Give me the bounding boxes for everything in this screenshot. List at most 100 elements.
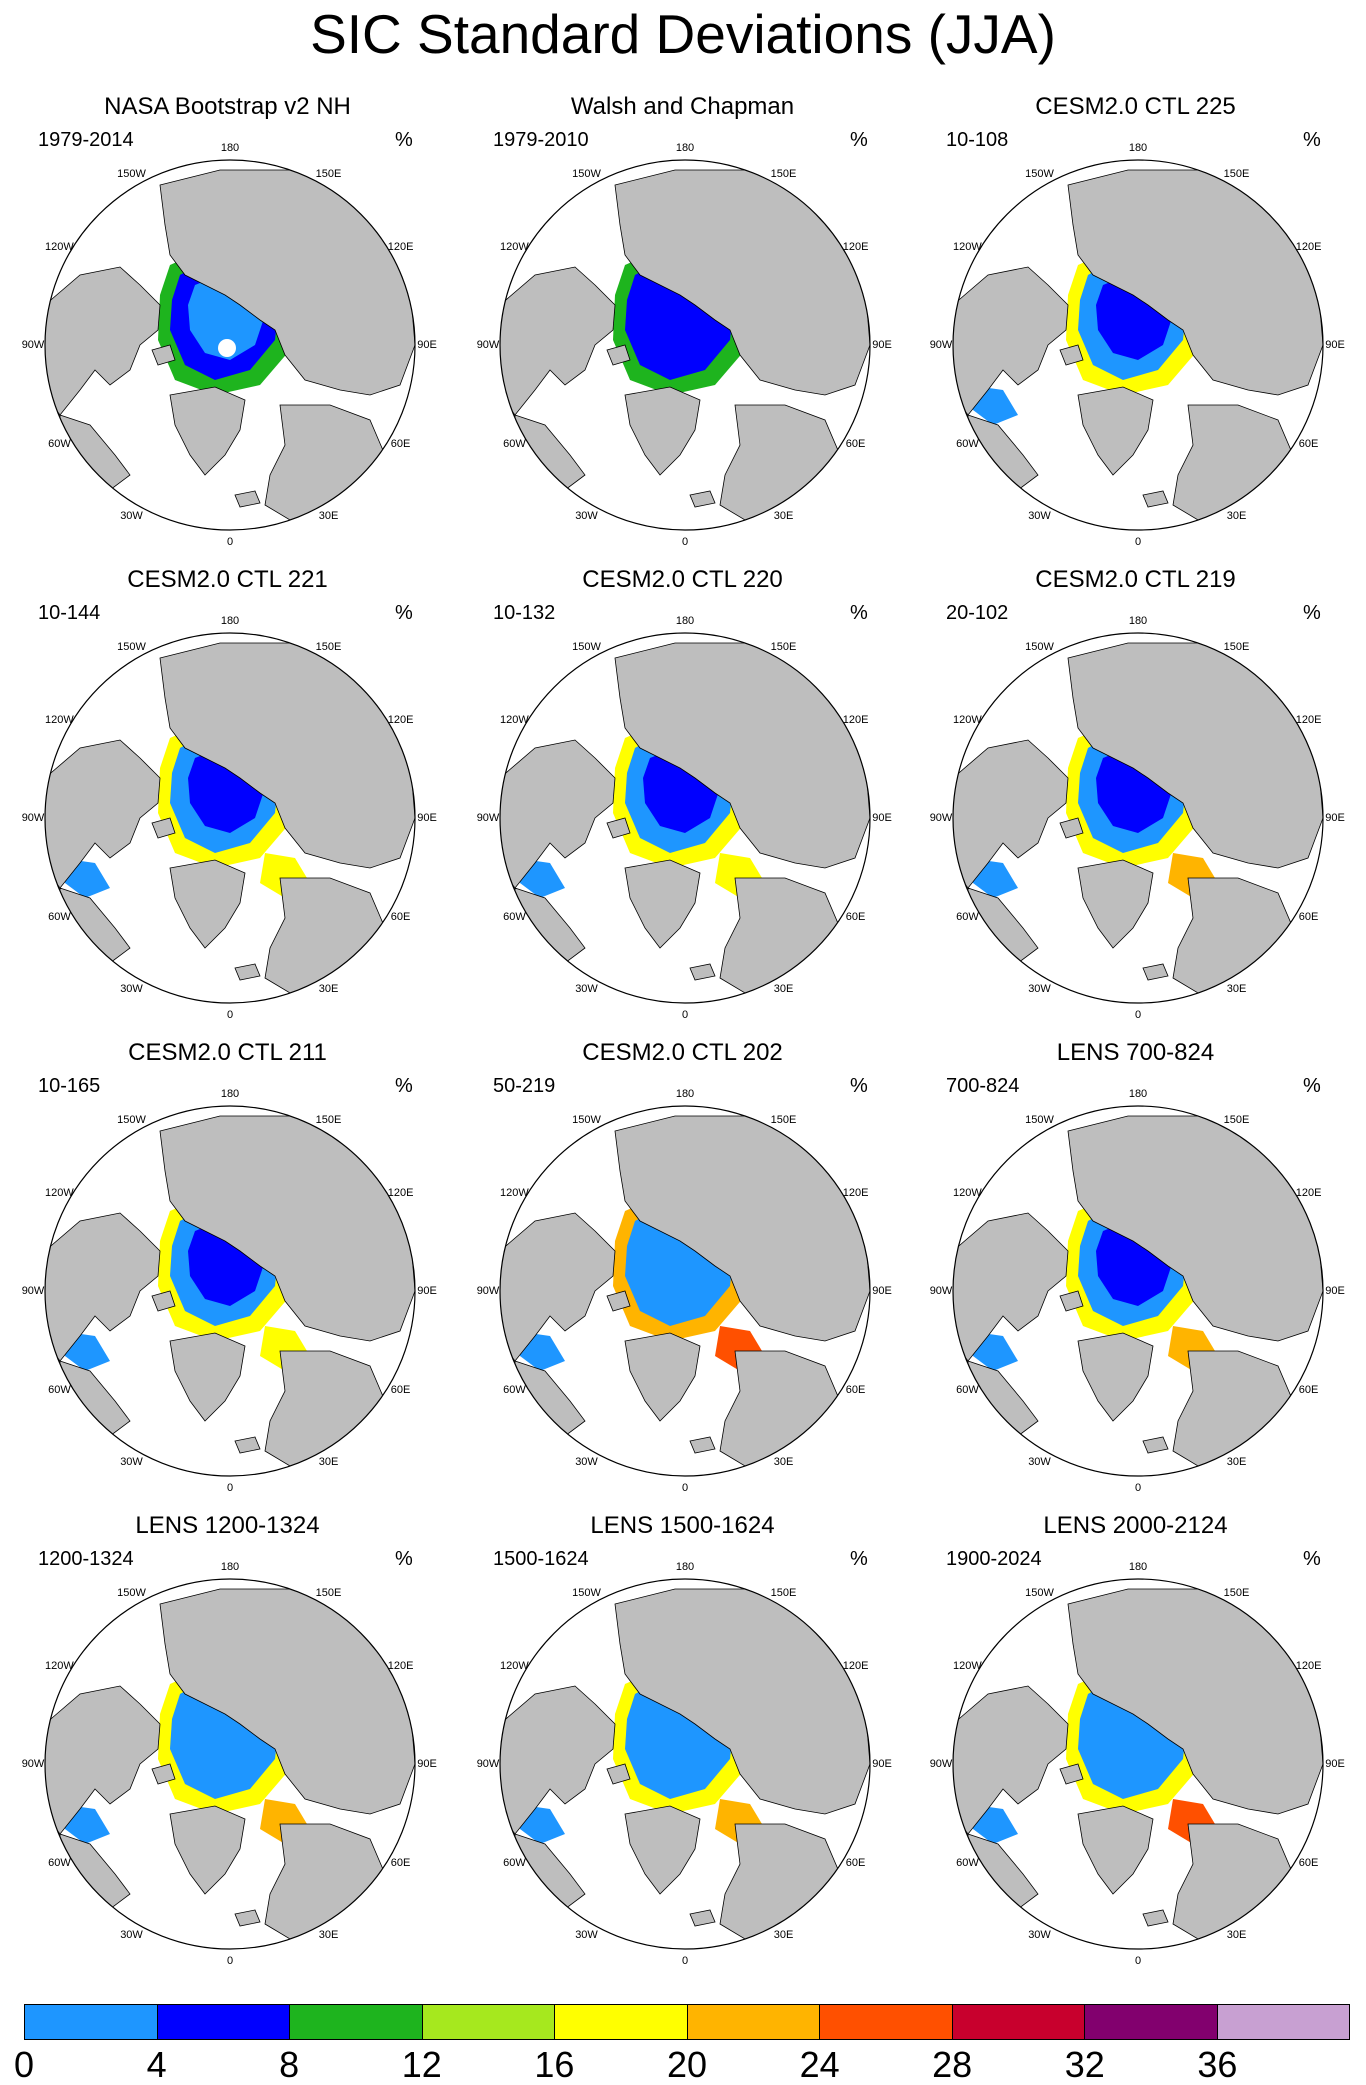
longitude-label: 180 (220, 142, 240, 154)
land-mass (689, 1436, 716, 1454)
longitude-label: 150E (315, 1587, 342, 1600)
longitude-label: 0 (226, 1482, 234, 1494)
panel-title: CESM2.0 CTL 219 (1035, 566, 1236, 593)
longitude-label: 150E (315, 1114, 342, 1127)
land-mass (1059, 344, 1084, 366)
longitude-label: 30W (1028, 509, 1051, 522)
map-panel: NASA Bootstrap v2 NH 1979-2014% 180 150E 120… (0, 92, 455, 572)
land-mass (234, 490, 261, 508)
longitude-label: 90E (872, 812, 892, 824)
colorbar-swatch (290, 2005, 423, 2039)
longitude-label: 150W (1025, 168, 1054, 181)
land-mass (719, 1350, 841, 1467)
longitude-label: 60E (390, 1383, 411, 1396)
longitude-label: 30W (1028, 1455, 1051, 1468)
land-mass (689, 1909, 716, 1927)
land-mass (1172, 1350, 1294, 1467)
panel-unit: % (1303, 1548, 1321, 1570)
colorbar-tick-label: 4 (146, 2044, 167, 2085)
land-mass (689, 963, 716, 981)
land-mass (234, 1909, 261, 1927)
land-mass (606, 1763, 631, 1785)
land-mass (719, 404, 841, 521)
longitude-label: 120W (953, 1186, 982, 1199)
longitude-label: 30E (773, 982, 794, 995)
land-mass (151, 817, 176, 839)
longitude-label: 120E (842, 1659, 869, 1672)
longitude-label: 30E (318, 982, 339, 995)
longitude-label: 90W (21, 339, 45, 351)
longitude-label: 0 (681, 536, 689, 548)
panel-title: CESM2.0 CTL 225 (1035, 93, 1236, 120)
map-boundary (499, 159, 871, 531)
longitude-label: 60E (845, 437, 866, 450)
longitude-label: 120W (45, 1186, 74, 1199)
longitude-label: 180 (675, 1561, 695, 1573)
longitude-label: 180 (1128, 1561, 1148, 1573)
longitude-label: 60W (503, 437, 526, 450)
longitude-label: 60W (48, 1856, 71, 1869)
longitude-label: 0 (681, 1009, 689, 1021)
longitude-label: 0 (1134, 1009, 1142, 1021)
longitude-label: 120W (953, 240, 982, 253)
colorbar-swatch (1085, 2005, 1218, 2039)
longitude-label: 180 (220, 1561, 240, 1573)
land-mass (719, 877, 841, 994)
longitude-label: 150W (117, 1587, 146, 1600)
longitude-label: 60E (390, 910, 411, 923)
panel-unit: % (395, 602, 413, 624)
land-mass (1142, 1909, 1169, 1927)
map-boundary (952, 632, 1324, 1004)
land-mass (624, 1332, 701, 1422)
map-panel: LENS 2000-2124 1900-2024% 180 150E 120E 90E 60… (908, 1511, 1363, 1991)
longitude-label: 60E (390, 437, 411, 450)
longitude-label: 30E (1226, 982, 1247, 995)
land-mass (264, 877, 386, 994)
longitude-label: 60E (1298, 1383, 1319, 1396)
longitude-label: 90W (476, 812, 500, 824)
longitude-label: 150E (1223, 1587, 1250, 1600)
panel-unit: % (1303, 129, 1321, 151)
map-panel: LENS 1200-1324 1200-1324% 180 150E 120E 90E 60… (0, 1511, 455, 1991)
longitude-label: 150W (572, 641, 601, 654)
longitude-label: 60E (1298, 910, 1319, 923)
longitude-label: 120W (45, 240, 74, 253)
longitude-label: 90W (929, 1758, 953, 1770)
longitude-label: 180 (675, 142, 695, 154)
panel-year-range: 1900-2024 (946, 1548, 1042, 1570)
polar-map (44, 159, 416, 531)
panel-unit: % (1303, 602, 1321, 624)
map-boundary (952, 1105, 1324, 1477)
longitude-label: 0 (681, 1955, 689, 1967)
colorbar-swatch (1217, 2005, 1349, 2039)
land-mass (1059, 1290, 1084, 1312)
longitude-label: 120E (1295, 240, 1322, 253)
longitude-label: 90E (417, 339, 437, 351)
longitude-label: 120E (1295, 713, 1322, 726)
longitude-label: 150W (117, 168, 146, 181)
longitude-label: 60E (1298, 437, 1319, 450)
longitude-label: 120W (500, 1659, 529, 1672)
land-mass (624, 386, 701, 476)
panel-year-range: 1979-2010 (493, 129, 589, 151)
colorbar-tick-label: 20 (666, 2044, 708, 2085)
land-mass (169, 1805, 246, 1895)
map-boundary (499, 1105, 871, 1477)
longitude-label: 120W (500, 240, 529, 253)
longitude-label: 90E (417, 1285, 437, 1297)
panel-year-range: 20-102 (946, 602, 1009, 624)
longitude-label: 30E (1226, 1928, 1247, 1941)
map-boundary (952, 159, 1324, 531)
panel-title: NASA Bootstrap v2 NH (104, 93, 351, 120)
map-boundary (499, 632, 871, 1004)
longitude-label: 90W (21, 1285, 45, 1297)
colorbar-tick-label: 36 (1197, 2044, 1238, 2085)
panel-title: CESM2.0 CTL 202 (582, 1039, 783, 1066)
land-mass (169, 386, 246, 476)
polar-map (499, 632, 871, 1004)
longitude-label: 30E (318, 509, 339, 522)
longitude-label: 30W (120, 982, 143, 995)
longitude-label: 30W (1028, 982, 1051, 995)
longitude-label: 0 (1134, 536, 1142, 548)
panel-title: CESM2.0 CTL 221 (127, 566, 328, 593)
